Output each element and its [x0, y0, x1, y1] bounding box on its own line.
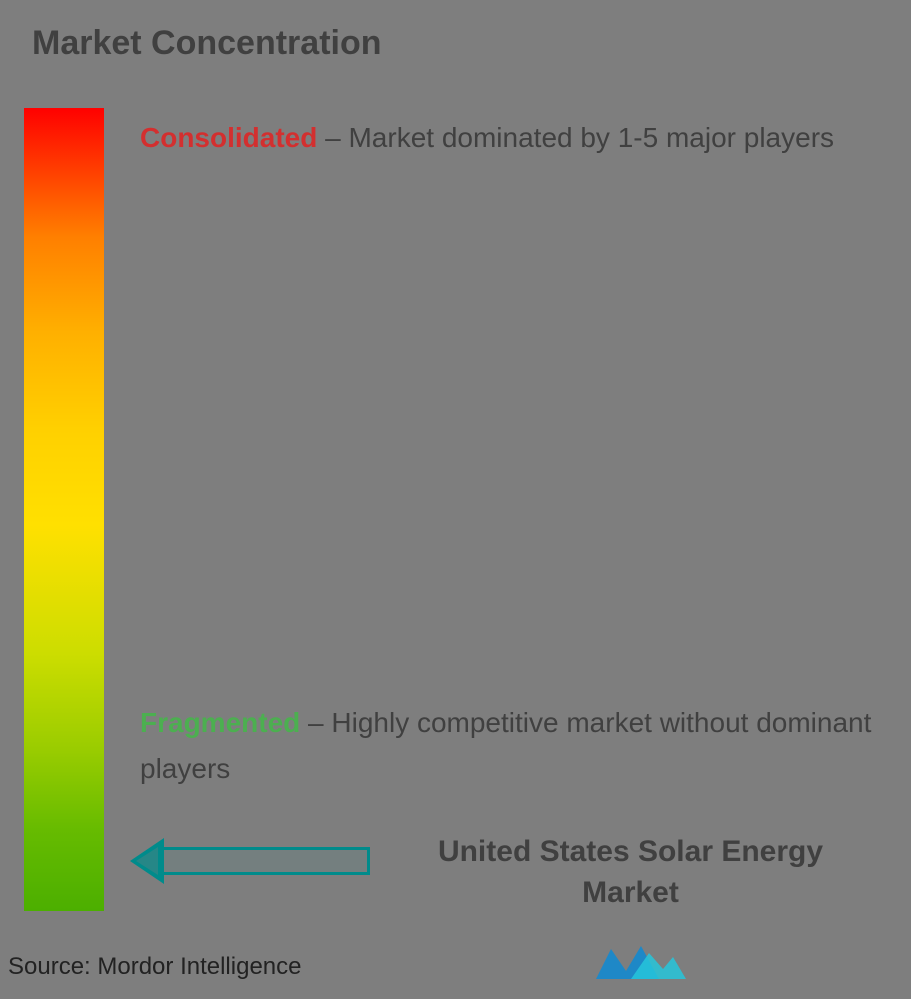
- market-name-label: United States Solar Energy Market: [390, 832, 871, 913]
- arrow-head-inner: [136, 847, 158, 875]
- consolidated-keyword: Consolidated: [140, 122, 317, 153]
- market-position-arrow: [130, 842, 370, 880]
- mordor-logo-icon: [591, 941, 691, 985]
- source-attribution: Source: Mordor Intelligence: [8, 953, 301, 981]
- consolidated-description: – Market dominated by 1-5 major players: [317, 122, 834, 153]
- consolidated-label-block: Consolidated – Market dominated by 1-5 m…: [140, 115, 881, 161]
- fragmented-keyword: Fragmented: [140, 707, 300, 738]
- arrow-head-icon: [130, 838, 164, 884]
- concentration-gradient-bar: [24, 108, 104, 911]
- fragmented-label-block: Fragmented – Highly competitive market w…: [140, 700, 881, 792]
- arrow-shaft: [158, 847, 370, 875]
- page-title: Market Concentration: [32, 24, 382, 63]
